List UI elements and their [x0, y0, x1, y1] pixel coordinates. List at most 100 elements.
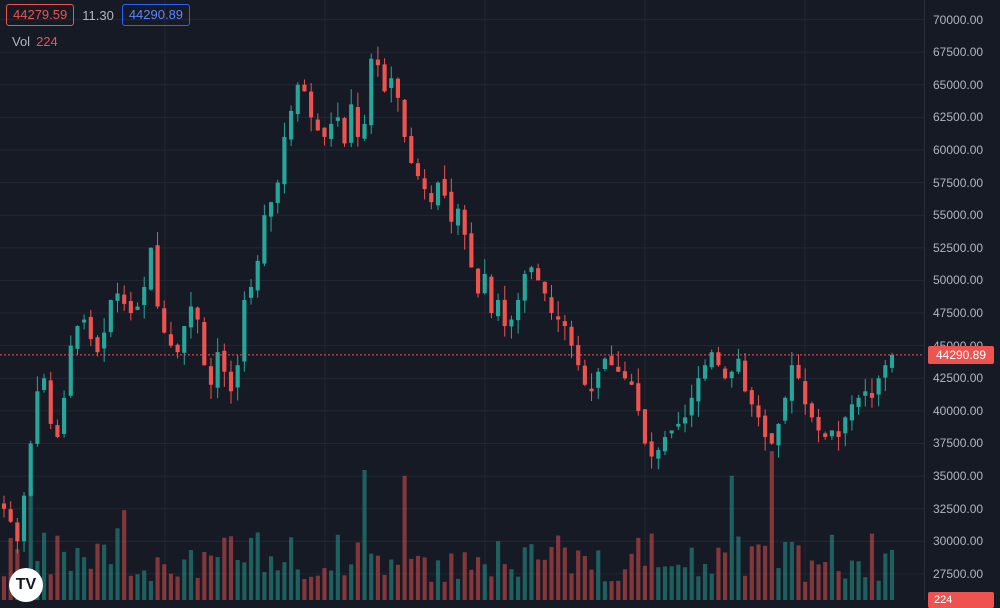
volume-bar	[162, 564, 167, 600]
volume-bar	[275, 570, 280, 600]
volume-bar	[863, 577, 868, 600]
volume-bar	[255, 532, 260, 600]
volume-bar	[182, 559, 187, 600]
candle-body	[355, 107, 360, 137]
candle-body	[302, 84, 307, 92]
candle-body	[729, 371, 734, 379]
candle-body	[295, 84, 300, 115]
candle-body	[429, 193, 434, 203]
candle-body	[122, 294, 127, 304]
volume-bars	[1, 451, 895, 600]
candle-body	[395, 78, 400, 98]
price-tick-label: 32500.00	[933, 501, 984, 516]
volume-bar	[462, 552, 467, 600]
price-tick-label: 67500.00	[933, 45, 984, 60]
volume-bar	[402, 475, 407, 600]
candle-body	[562, 321, 567, 327]
volume-bar	[95, 543, 100, 600]
candle-body	[95, 337, 100, 353]
candle-body	[689, 397, 694, 416]
candle-body	[21, 495, 27, 542]
candle-body	[576, 345, 581, 366]
candle-body	[716, 352, 721, 366]
candle-body	[422, 178, 427, 190]
ask-price-box[interactable]: 44290.89	[121, 4, 191, 26]
volume-bar	[1, 576, 7, 600]
volume-bar	[622, 569, 628, 600]
volume-bar	[869, 533, 875, 600]
volume-bar	[769, 451, 774, 600]
candle-body	[776, 423, 781, 446]
bid-price-box[interactable]: 44279.59	[6, 4, 75, 26]
volume-bar	[536, 559, 541, 600]
candle-body	[522, 273, 527, 301]
candle-body	[409, 136, 414, 164]
volume-bar	[642, 565, 648, 600]
tradingview-logo[interactable]: TV	[9, 568, 43, 602]
volume-bar	[749, 546, 754, 600]
candle-body	[108, 300, 113, 333]
volume-bar	[509, 569, 514, 600]
candle-body	[102, 332, 107, 349]
volume-bar	[342, 575, 347, 600]
volume-bar	[656, 567, 661, 600]
volume-bar	[449, 553, 454, 600]
volume-bar	[783, 542, 788, 600]
candle-body	[222, 350, 227, 372]
volume-bar	[709, 573, 714, 600]
price-tick-label: 70000.00	[933, 12, 984, 27]
candle-body	[148, 247, 153, 290]
volume-bar	[248, 537, 254, 600]
candle-body	[115, 293, 120, 301]
candle-body	[168, 334, 173, 346]
candle-body	[255, 260, 260, 291]
volume-bar	[562, 547, 567, 600]
volume-bar	[335, 534, 340, 600]
volume-bar	[442, 581, 447, 600]
candle-body	[55, 425, 60, 437]
candle-body	[135, 306, 140, 310]
candle-body	[496, 300, 501, 317]
candle-body	[175, 344, 180, 353]
candle-body	[602, 358, 607, 370]
candle-body	[389, 78, 394, 88]
candle-body	[582, 365, 587, 385]
volume-bar	[215, 557, 220, 600]
volume-bar	[763, 545, 768, 600]
volume-bar	[723, 552, 728, 600]
candle-body	[542, 281, 547, 294]
candle-body	[763, 415, 768, 437]
volume-bar	[322, 568, 327, 600]
volume-bar	[522, 547, 527, 600]
candle-body	[228, 371, 234, 392]
volume-bar	[843, 578, 848, 600]
candle-body	[849, 404, 855, 421]
price-tick-label: 35000.00	[933, 469, 984, 484]
candle-body	[195, 307, 200, 320]
volume-bar	[582, 556, 587, 600]
candle-body	[208, 366, 214, 385]
candle-body	[656, 450, 661, 459]
volume-value: 224	[36, 34, 58, 49]
candle-body	[315, 119, 320, 131]
volume-bar	[649, 533, 654, 600]
volume-bar	[489, 576, 494, 600]
candle-body	[509, 319, 514, 327]
volume-bar	[75, 547, 80, 600]
price-axis[interactable]: 70000.00 67500.00 65000.00 62500.00 60000.00…	[924, 0, 1000, 600]
volume-bar	[435, 560, 441, 600]
volume-bar	[8, 538, 13, 600]
candle-body	[162, 308, 167, 333]
candle-body	[1, 503, 7, 509]
volume-bar	[482, 564, 487, 600]
volume-bar	[295, 569, 300, 600]
volume-bar	[222, 537, 227, 600]
candle-body	[589, 388, 594, 392]
volume-bar	[455, 578, 461, 600]
volume-bar	[82, 557, 87, 600]
candle-body	[883, 365, 888, 378]
candle-body	[309, 91, 314, 118]
price-tick-label: 30000.00	[933, 534, 984, 549]
candle-body	[662, 436, 668, 452]
